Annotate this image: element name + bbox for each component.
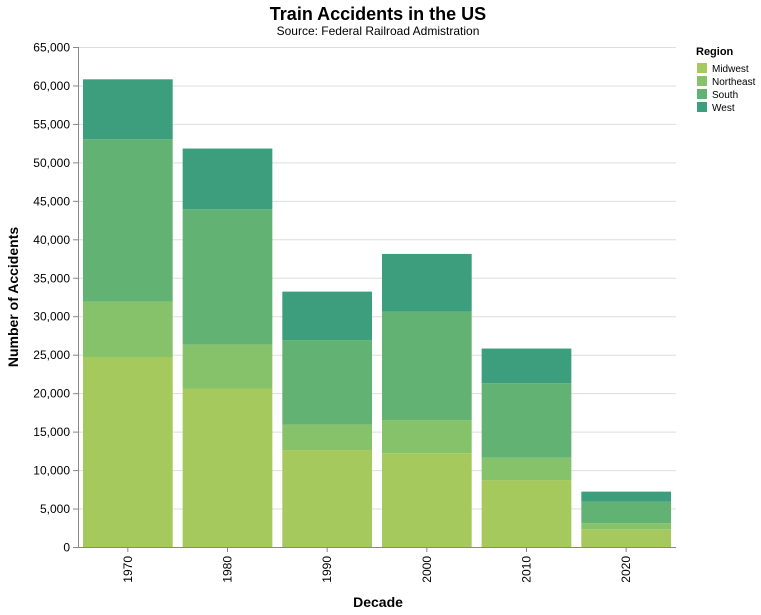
- bar-midwest-2020: [581, 529, 672, 547]
- legend-swatch-west: [697, 102, 707, 112]
- legend-label-northeast: Northeast: [712, 77, 756, 88]
- y-tick-label: 10,000: [33, 464, 70, 478]
- legend-swatch-northeast: [697, 76, 707, 86]
- bar-northeast-2020: [581, 523, 672, 530]
- bar-south-1970: [82, 139, 173, 302]
- gridlines: [78, 47, 676, 548]
- bar-west-2020: [581, 491, 672, 502]
- legend-label-south: South: [712, 90, 738, 101]
- legend-label-west: West: [712, 103, 735, 114]
- x-tick-label: 1970: [121, 556, 135, 583]
- y-axis-title: Number of Accidents: [5, 227, 21, 367]
- y-tick-label: 15,000: [33, 425, 70, 439]
- chart-subtitle: Source: Federal Railroad Admistration: [277, 24, 480, 38]
- legend-title: Region: [696, 46, 734, 58]
- bar-west-1980: [182, 148, 273, 210]
- bar-northeast-1990: [282, 424, 373, 451]
- y-tick-label: 55,000: [33, 117, 70, 131]
- y-tick-label: 65,000: [33, 41, 70, 55]
- bar-west-2000: [381, 253, 472, 312]
- bar-midwest-2010: [481, 480, 572, 547]
- bar-south-2000: [381, 311, 472, 421]
- x-axis-title: Decade: [353, 594, 403, 610]
- y-tick-label: 20,000: [33, 387, 70, 401]
- bar-midwest-1980: [182, 388, 273, 547]
- bar-midwest-1970: [82, 357, 173, 547]
- bar-northeast-1980: [182, 344, 273, 389]
- y-tick-label: 5,000: [40, 502, 70, 516]
- bar-south-2020: [581, 501, 672, 524]
- y-tick-label: 60,000: [33, 79, 70, 93]
- y-tick-label: 25,000: [33, 348, 70, 362]
- bar-west-2010: [481, 348, 572, 384]
- y-tick-label: 35,000: [33, 271, 70, 285]
- bar-northeast-1970: [82, 301, 173, 357]
- legend-label-midwest: Midwest: [712, 64, 749, 75]
- x-tick-label: 1980: [221, 556, 235, 583]
- legend-swatch-midwest: [697, 63, 707, 73]
- y-tick-label: 40,000: [33, 233, 70, 247]
- bar-west-1990: [282, 291, 373, 341]
- bar-midwest-1990: [282, 450, 373, 547]
- x-tick-label: 2010: [520, 556, 534, 583]
- bar-south-2010: [481, 383, 572, 458]
- axes: 0 5,000 10,000 15,000 20,000 25,000 30,000 35,0…: [33, 41, 676, 583]
- x-tick-label: 2020: [619, 556, 633, 583]
- x-tick-label: 1990: [320, 556, 334, 583]
- y-tick-label: 50,000: [33, 156, 70, 170]
- y-tick-label: 0: [63, 541, 70, 555]
- x-tick-label: 2000: [420, 556, 434, 583]
- bar-west-1970: [82, 79, 173, 140]
- y-tick-label: 30,000: [33, 310, 70, 324]
- bar-midwest-2000: [381, 453, 472, 547]
- bar-northeast-2000: [381, 420, 472, 454]
- bar-south-1990: [282, 340, 373, 425]
- legend: Region Midwest Northeast South West: [696, 46, 756, 114]
- chart-title: Train Accidents in the US: [270, 4, 486, 24]
- bar-south-1980: [182, 209, 273, 345]
- bars: [82, 79, 672, 547]
- bar-northeast-2010: [481, 457, 572, 481]
- legend-swatch-south: [697, 89, 707, 99]
- y-tick-label: 45,000: [33, 194, 70, 208]
